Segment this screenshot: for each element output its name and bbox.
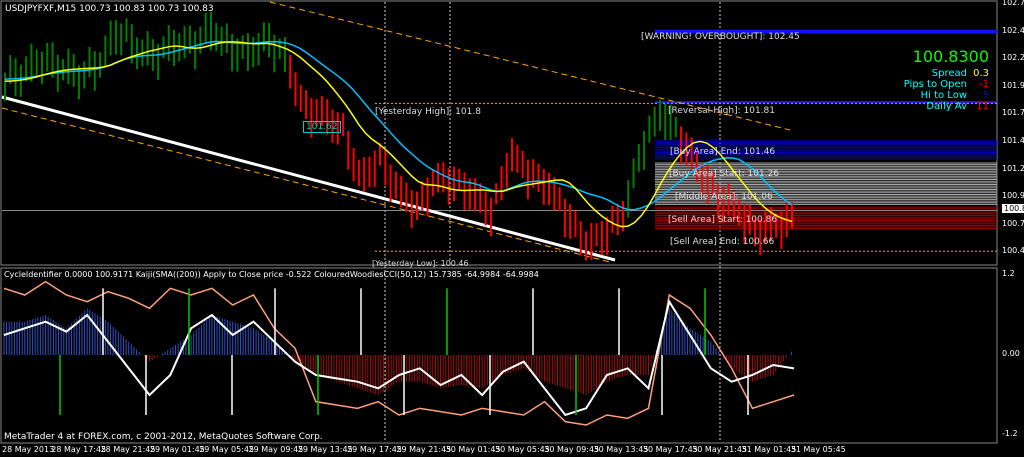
copyright-text: MetaTrader 4 at FOREX.com, c 2001-2012, … bbox=[4, 432, 323, 442]
info-value: 11 bbox=[976, 101, 989, 112]
info-label: Spread bbox=[931, 68, 967, 79]
indicator-axis-label: 1.2 bbox=[1002, 269, 1015, 278]
time-axis-label: 30 May 21:45 bbox=[692, 445, 748, 454]
buy-area-end-label: [Buy Area] End: 101.46 bbox=[670, 147, 776, 157]
price-axis-label: 100.45 bbox=[1002, 246, 1024, 256]
price-axis-label: 100.95 bbox=[1002, 191, 1024, 201]
indicator-axis-label: 0.00 bbox=[1002, 349, 1020, 358]
price-axis-label: 101.95 bbox=[1002, 80, 1024, 90]
sell-area-end-label: [Sell Area] End: 100.66 bbox=[670, 237, 775, 247]
main-frame bbox=[0, 0, 998, 266]
ma-slow-line bbox=[4, 41, 793, 228]
time-axis-label: 28 May 17:45 bbox=[51, 445, 107, 454]
time-axis-label: 30 May 13:45 bbox=[593, 445, 649, 454]
symbol-header: USDJPYFXF,M15 100.73 100.83 100.73 100.8… bbox=[5, 4, 214, 14]
time-axis-label: 29 May 09:45 bbox=[248, 445, 304, 454]
middle-area-label: [Middle Area]: 101.06 bbox=[675, 192, 773, 202]
time-axis-label: 30 May 01:45 bbox=[445, 445, 501, 454]
time-axis-label: 29 May 05:45 bbox=[199, 445, 255, 454]
price-axis-label: 102.70 bbox=[1002, 0, 1024, 7]
info-label: Daily Av bbox=[926, 101, 967, 112]
time-axis-label: 30 May 05:45 bbox=[495, 445, 550, 454]
time-axis-label: 29 May 01:45 bbox=[149, 445, 205, 454]
time-axis-label: 31 May 05:45 bbox=[790, 445, 846, 454]
yesterday-low-label: [Yesterday Low]: 100.46 bbox=[372, 259, 469, 268]
price-axis-label: 101.70 bbox=[1002, 108, 1024, 118]
info-label: Hi to Low bbox=[920, 90, 967, 101]
cci-line bbox=[3, 280, 795, 426]
time-axis-label: 31 May 01:45 bbox=[741, 445, 797, 454]
price-tag: 101.62 bbox=[303, 121, 341, 133]
channel-lower bbox=[1, 107, 611, 263]
time-axis-label: 29 May 13:45 bbox=[297, 445, 353, 454]
buy-area-start-label: [Buy Area] Start: 101.26 bbox=[669, 169, 780, 179]
sell-area-start-label: [Sell Area] Start: 100.86 bbox=[668, 215, 778, 225]
trend-line bbox=[1, 95, 616, 262]
price-axis-label: 102.45 bbox=[1002, 25, 1024, 35]
info-value: 0.3 bbox=[973, 68, 989, 79]
price-axis-label: 100.70 bbox=[1002, 218, 1024, 228]
info-value: 5 bbox=[982, 90, 989, 101]
time-axis-label: 30 May 09:45 bbox=[544, 445, 600, 454]
indicator-header: CycleIdentifier 0.0000 100.9171 Kaiji(SM… bbox=[4, 270, 539, 279]
info-value: -1 bbox=[979, 79, 989, 90]
info-label: Pips to Open bbox=[903, 79, 967, 90]
time-axis-label: 30 May 17:45 bbox=[642, 445, 698, 454]
info-price: 100.8300 bbox=[912, 47, 989, 66]
time-axis-label: 29 May 21:45 bbox=[396, 445, 452, 454]
reversal-high-label: [Reversal-High]: 101.81 bbox=[668, 106, 775, 116]
ma-fast-line bbox=[4, 40, 793, 211]
indicator-axis-label: -1.2 bbox=[1002, 429, 1018, 438]
current-price-marker: 100.83 bbox=[1002, 204, 1024, 214]
indicator-frame bbox=[0, 267, 998, 444]
time-axis-label: 28 May 2013 bbox=[2, 445, 55, 454]
overbought-label: [WARNING! OVERBOUGHT]: 102.45 bbox=[641, 32, 800, 42]
kaiji-line bbox=[3, 299, 795, 417]
price-axis-label: 101.20 bbox=[1002, 163, 1024, 173]
price-axis-label: 101.45 bbox=[1002, 136, 1024, 145]
time-axis-label: 28 May 21:45 bbox=[100, 445, 156, 454]
price-axis-label: 102.20 bbox=[1002, 53, 1024, 63]
yesterday-high-label: [Yesterday High]: 101.8 bbox=[375, 107, 481, 117]
time-axis-label: 29 May 17:45 bbox=[347, 445, 402, 454]
